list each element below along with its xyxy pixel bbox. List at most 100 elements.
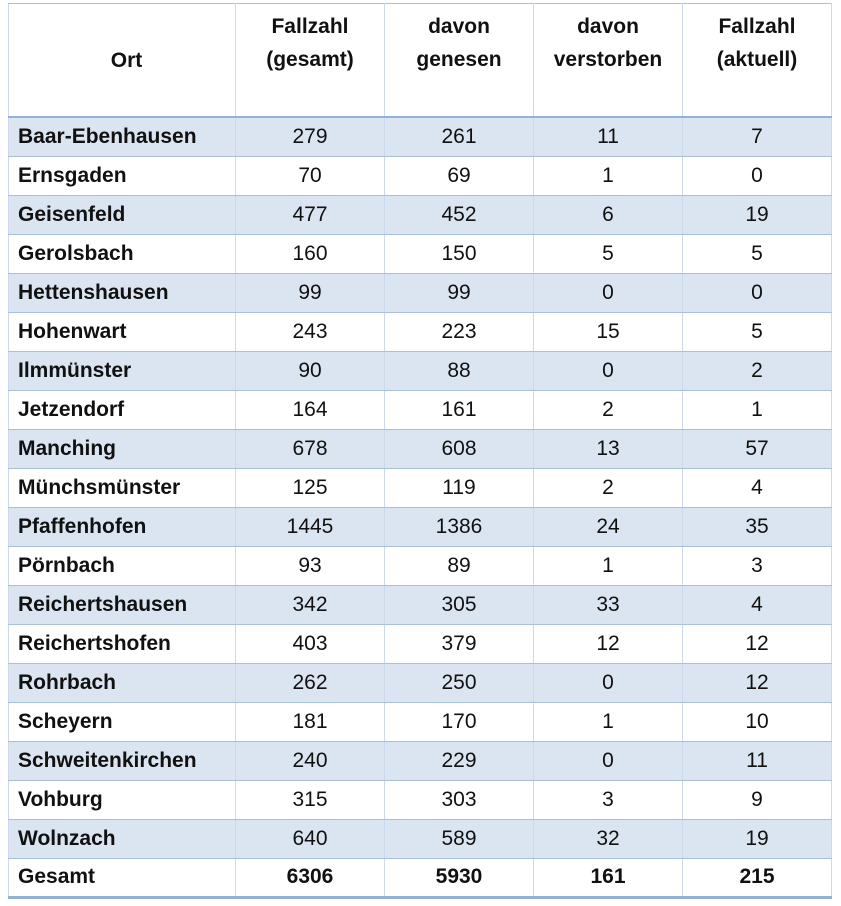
value-cell-davon-verstorben: 0 bbox=[533, 662, 683, 703]
value-cell-davon-verstorben: 1 bbox=[533, 545, 683, 586]
table-row: Hettenshausen 99 99 0 0 bbox=[8, 272, 832, 313]
value-cell-fallzahl-gesamt: 403 bbox=[235, 623, 385, 664]
value-cell-fallzahl-aktuell: 5 bbox=[682, 311, 832, 352]
ort-cell: Reichertshofen bbox=[8, 623, 236, 664]
value-cell-fallzahl-gesamt: 477 bbox=[235, 194, 385, 235]
value-cell-fallzahl-aktuell: 11 bbox=[682, 740, 832, 781]
value-cell-fallzahl-gesamt: 279 bbox=[235, 116, 385, 157]
table-row: Scheyern 181 170 1 10 bbox=[8, 701, 832, 742]
value-cell-fallzahl-aktuell: 9 bbox=[682, 779, 832, 820]
value-cell-davon-verstorben: 2 bbox=[533, 389, 683, 430]
value-cell-fallzahl-gesamt: 181 bbox=[235, 701, 385, 742]
value-cell-fallzahl-gesamt: 6306 bbox=[235, 857, 385, 898]
ort-cell: Scheyern bbox=[8, 701, 236, 742]
header-row: Ort Fallzahl (gesamt) davon genesen davon vers… bbox=[8, 3, 832, 118]
ort-cell: Hohenwart bbox=[8, 311, 236, 352]
value-cell-fallzahl-aktuell: 35 bbox=[682, 506, 832, 547]
header-cell-fallzahl-aktuell: Fallzahl (aktuell) bbox=[682, 3, 832, 118]
table-row: Schweitenkirchen 240 229 0 11 bbox=[8, 740, 832, 781]
value-cell-davon-genesen: 223 bbox=[384, 311, 534, 352]
header-cell-davon-verstorben: davon verstorben bbox=[533, 3, 683, 118]
ort-cell: Wolnzach bbox=[8, 818, 236, 859]
value-cell-davon-verstorben: 24 bbox=[533, 506, 683, 547]
ort-cell: Gesamt bbox=[8, 857, 236, 898]
header-cell-davon-genesen: davon genesen bbox=[384, 3, 534, 118]
header-label-line: (aktuell) bbox=[716, 48, 798, 71]
value-cell-fallzahl-gesamt: 243 bbox=[235, 311, 385, 352]
header-cell-ort: Ort bbox=[8, 3, 236, 118]
ort-cell: Rohrbach bbox=[8, 662, 236, 703]
value-cell-davon-genesen: 608 bbox=[384, 428, 534, 469]
value-cell-davon-verstorben: 1 bbox=[533, 155, 683, 196]
header-label-line: davon bbox=[428, 15, 490, 38]
table-row: Hohenwart 243 223 15 5 bbox=[8, 311, 832, 352]
value-cell-davon-genesen: 305 bbox=[384, 584, 534, 625]
value-cell-davon-verstorben: 33 bbox=[533, 584, 683, 625]
table-body: Baar-Ebenhausen 279 261 11 7 Ernsgaden 70 69 1 0 G… bbox=[8, 116, 832, 898]
value-cell-davon-genesen: 69 bbox=[384, 155, 534, 196]
table-row: Rohrbach 262 250 0 12 bbox=[8, 662, 832, 703]
value-cell-davon-verstorben: 12 bbox=[533, 623, 683, 664]
ort-cell: Pfaffenhofen bbox=[8, 506, 236, 547]
table-row: Vohburg 315 303 3 9 bbox=[8, 779, 832, 820]
value-cell-fallzahl-gesamt: 678 bbox=[235, 428, 385, 469]
value-cell-davon-verstorben: 3 bbox=[533, 779, 683, 820]
value-cell-davon-verstorben: 0 bbox=[533, 350, 683, 391]
value-cell-davon-genesen: 99 bbox=[384, 272, 534, 313]
value-cell-fallzahl-aktuell: 0 bbox=[682, 272, 832, 313]
value-cell-fallzahl-gesamt: 240 bbox=[235, 740, 385, 781]
value-cell-fallzahl-aktuell: 215 bbox=[682, 857, 832, 898]
ort-cell: Ernsgaden bbox=[8, 155, 236, 196]
value-cell-davon-verstorben: 5 bbox=[533, 233, 683, 274]
value-cell-davon-genesen: 161 bbox=[384, 389, 534, 430]
value-cell-davon-verstorben: 32 bbox=[533, 818, 683, 859]
value-cell-fallzahl-aktuell: 3 bbox=[682, 545, 832, 586]
table-row: Jetzendorf 164 161 2 1 bbox=[8, 389, 832, 430]
value-cell-fallzahl-aktuell: 19 bbox=[682, 194, 832, 235]
table-row: Wolnzach 640 589 32 19 bbox=[8, 818, 832, 859]
header-label-line: verstorben bbox=[553, 48, 663, 71]
value-cell-fallzahl-gesamt: 90 bbox=[235, 350, 385, 391]
value-cell-davon-genesen: 261 bbox=[384, 116, 534, 157]
value-cell-davon-verstorben: 0 bbox=[533, 272, 683, 313]
value-cell-davon-genesen: 150 bbox=[384, 233, 534, 274]
value-cell-davon-genesen: 88 bbox=[384, 350, 534, 391]
header-label-line: Fallzahl bbox=[718, 15, 796, 38]
value-cell-davon-genesen: 1386 bbox=[384, 506, 534, 547]
value-cell-fallzahl-gesamt: 99 bbox=[235, 272, 385, 313]
value-cell-davon-verstorben: 2 bbox=[533, 467, 683, 508]
value-cell-fallzahl-gesamt: 342 bbox=[235, 584, 385, 625]
table-row: Münchsmünster 125 119 2 4 bbox=[8, 467, 832, 508]
value-cell-fallzahl-aktuell: 10 bbox=[682, 701, 832, 742]
value-cell-davon-genesen: 589 bbox=[384, 818, 534, 859]
value-cell-davon-verstorben: 1 bbox=[533, 701, 683, 742]
value-cell-davon-verstorben: 15 bbox=[533, 311, 683, 352]
covid-cases-table: Ort Fallzahl (gesamt) davon genesen davon vers… bbox=[8, 3, 832, 899]
total-row: Gesamt 6306 5930 161 215 bbox=[8, 857, 832, 898]
ort-cell: Vohburg bbox=[8, 779, 236, 820]
header-label-line: (gesamt) bbox=[266, 48, 354, 71]
value-cell-fallzahl-aktuell: 7 bbox=[682, 116, 832, 157]
ort-cell: Jetzendorf bbox=[8, 389, 236, 430]
ort-cell: Reichertshausen bbox=[8, 584, 236, 625]
value-cell-fallzahl-aktuell: 0 bbox=[682, 155, 832, 196]
table-row: Geisenfeld 477 452 6 19 bbox=[8, 194, 832, 235]
value-cell-davon-genesen: 452 bbox=[384, 194, 534, 235]
value-cell-fallzahl-aktuell: 12 bbox=[682, 623, 832, 664]
table-row: Reichertshausen 342 305 33 4 bbox=[8, 584, 832, 625]
value-cell-fallzahl-gesamt: 1445 bbox=[235, 506, 385, 547]
value-cell-fallzahl-gesamt: 640 bbox=[235, 818, 385, 859]
value-cell-fallzahl-gesamt: 93 bbox=[235, 545, 385, 586]
value-cell-fallzahl-aktuell: 19 bbox=[682, 818, 832, 859]
table-row: Reichertshofen 403 379 12 12 bbox=[8, 623, 832, 664]
table-row: Gerolsbach 160 150 5 5 bbox=[8, 233, 832, 274]
value-cell-fallzahl-aktuell: 4 bbox=[682, 467, 832, 508]
value-cell-fallzahl-aktuell: 1 bbox=[682, 389, 832, 430]
ort-cell: Gerolsbach bbox=[8, 233, 236, 274]
header-label-line: genesen bbox=[416, 48, 502, 71]
value-cell-davon-verstorben: 0 bbox=[533, 740, 683, 781]
table-row: Baar-Ebenhausen 279 261 11 7 bbox=[8, 116, 832, 157]
value-cell-fallzahl-gesamt: 164 bbox=[235, 389, 385, 430]
value-cell-davon-verstorben: 6 bbox=[533, 194, 683, 235]
